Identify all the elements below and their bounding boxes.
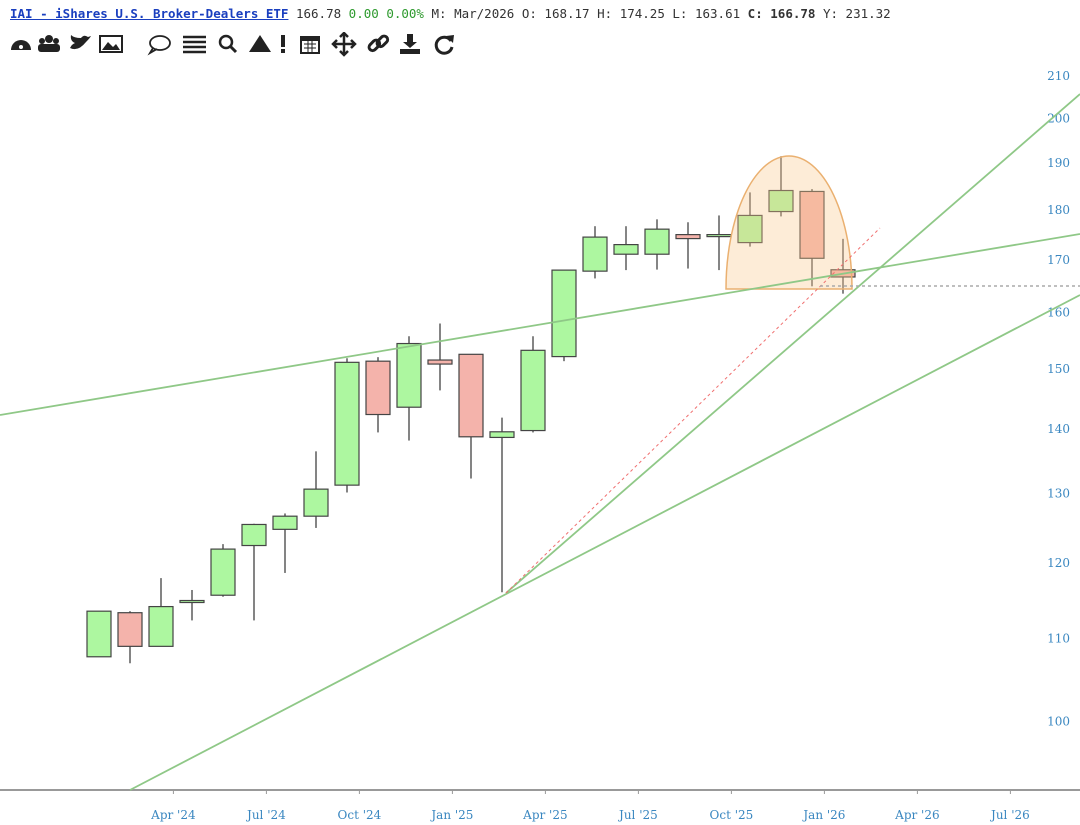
candle-body [272, 515, 298, 530]
candle-body [582, 236, 608, 272]
candle-body [117, 612, 143, 647]
trend-line [129, 294, 1080, 791]
y-tick-label: 130 [1047, 486, 1070, 500]
x-tick-label: Jul '25 [617, 808, 658, 822]
stat-value: 163.61 [694, 6, 741, 21]
candle-body [644, 228, 670, 255]
candle-body [458, 353, 484, 438]
candle-body [241, 523, 267, 547]
list-icon[interactable] [183, 35, 206, 54]
candle-body [396, 342, 422, 408]
stat-label: Y: [822, 6, 839, 21]
stat-label: C: [747, 6, 763, 21]
candle-body [427, 359, 453, 365]
candle-body [303, 488, 329, 517]
x-tick-label: Jul '26 [989, 808, 1030, 822]
x-tick-label: Apr '26 [894, 808, 939, 822]
y-tick-label: 110 [1047, 632, 1070, 646]
candle-body [706, 234, 732, 238]
candle-body [334, 361, 360, 486]
change: 0.00 [348, 6, 379, 21]
stat-label: H: [597, 6, 613, 21]
stat-value: 231.32 [845, 6, 891, 21]
refresh-icon[interactable] [434, 35, 454, 55]
candle-body [551, 269, 577, 358]
stats: M: Mar/2026 O: 168.17 H: 174.25 L: 163.6… [431, 6, 890, 21]
y-tick-label: 200 [1047, 111, 1070, 125]
candle-body [520, 349, 546, 432]
price: 166.78 [295, 6, 342, 21]
stat-value: 174.25 [619, 6, 665, 21]
x-tick-label: Oct '25 [710, 808, 754, 822]
y-tick-label: 210 [1047, 69, 1070, 83]
stat-label: O: [521, 6, 537, 21]
candle-body [799, 190, 825, 259]
x-tick-label: Jan '25 [429, 808, 473, 822]
y-tick-label: 180 [1047, 203, 1070, 217]
calendar-icon[interactable] [300, 36, 320, 54]
link-icon[interactable] [367, 34, 390, 53]
move-icon[interactable] [331, 32, 357, 57]
stat-label: M: [431, 6, 447, 21]
candle-body [613, 244, 639, 255]
users-icon[interactable] [38, 35, 60, 52]
stat-label: L: [672, 6, 688, 21]
candle-body [179, 599, 205, 604]
y-tick-label: 190 [1047, 156, 1070, 170]
triangle-icon[interactable] [249, 35, 271, 52]
alert-icon[interactable] [281, 35, 285, 53]
x-tick-label: Jul '24 [245, 808, 286, 822]
y-tick-label: 100 [1047, 715, 1070, 729]
cup-annotation [725, 155, 853, 290]
toolbar [11, 32, 454, 57]
twitter-icon[interactable] [70, 35, 91, 50]
comment-icon[interactable] [147, 35, 171, 56]
candle-body [365, 360, 391, 416]
candle-body [737, 214, 763, 244]
stat-value: 166.78 [770, 6, 816, 21]
header: IAI - iShares U.S. Broker-Dealers ETF 16… [10, 6, 891, 21]
dashboard-icon[interactable] [11, 40, 31, 50]
candle-body [489, 431, 515, 439]
y-tick-label: 120 [1047, 556, 1070, 570]
symbol[interactable]: IAI - iShares U.S. Broker-Dealers ETF [10, 6, 289, 21]
y-tick-label: 170 [1047, 253, 1070, 267]
change-pct: 0.00% [386, 6, 424, 21]
trend-line [505, 93, 1080, 594]
y-tick-label: 160 [1047, 306, 1070, 320]
y-tick-label: 140 [1047, 422, 1070, 436]
image-icon[interactable] [99, 35, 123, 53]
candle-body [210, 548, 236, 596]
candle-body [86, 610, 112, 658]
x-tick-label: Jan '26 [801, 808, 845, 822]
search-icon[interactable] [218, 34, 238, 54]
x-tick-label: Oct '24 [338, 808, 382, 822]
stat-value: 168.17 [544, 6, 590, 21]
y-tick-label: 150 [1047, 362, 1070, 376]
x-tick-label: Apr '24 [150, 808, 196, 822]
candle-body [148, 605, 174, 647]
stat-value: Mar/2026 [454, 6, 515, 21]
trend-line [0, 233, 1080, 416]
x-tick-label: Apr '25 [522, 808, 567, 822]
candle-body [675, 234, 701, 240]
candle-body [768, 189, 794, 213]
download-icon[interactable] [400, 34, 420, 54]
